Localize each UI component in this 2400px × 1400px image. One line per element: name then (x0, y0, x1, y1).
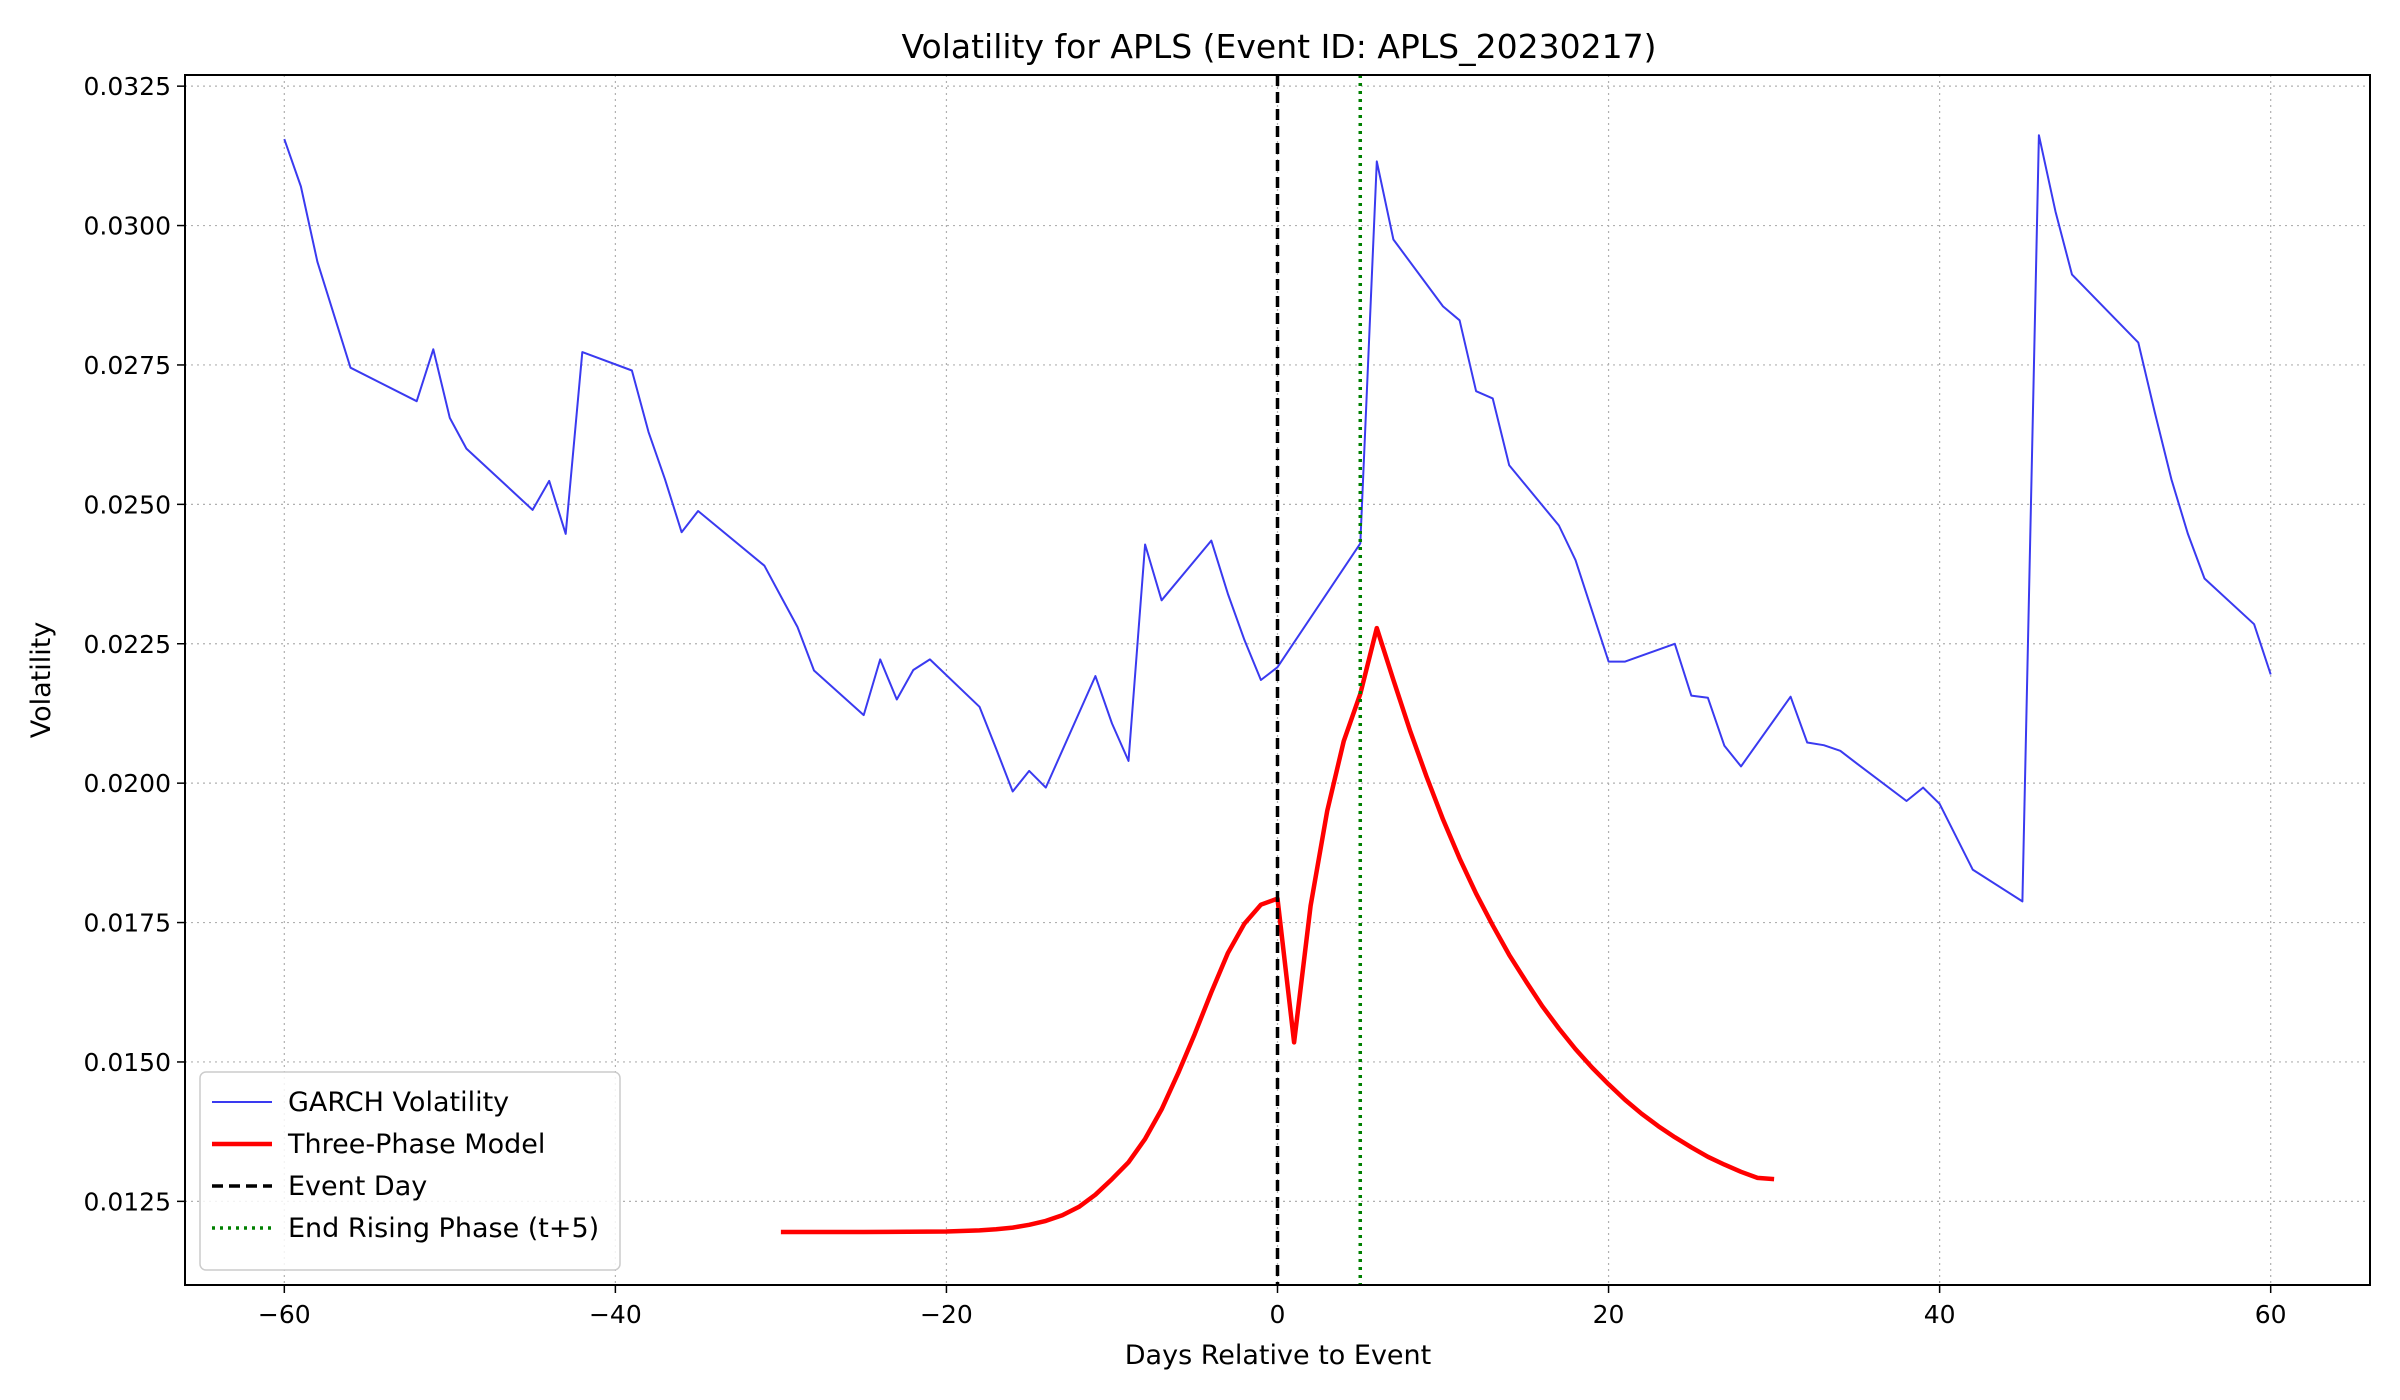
y-tick-label: 0.0300 (84, 212, 171, 241)
y-tick-label: 0.0125 (84, 1187, 171, 1216)
y-tick-label: 0.0200 (84, 769, 171, 798)
legend-label: Three-Phase Model (287, 1129, 545, 1160)
y-tick-label: 0.0150 (84, 1048, 171, 1077)
y-tick-label: 0.0250 (84, 490, 171, 519)
plot-lines (283, 75, 2272, 1285)
x-tick-label: 20 (1593, 1300, 1625, 1329)
y-tick-label: 0.0225 (84, 630, 171, 659)
series-line-1 (780, 625, 1775, 1235)
x-tick-label: 60 (2255, 1300, 2287, 1329)
x-tick-label: −20 (920, 1300, 973, 1329)
legend-label: GARCH Volatility (288, 1087, 509, 1118)
chart-title: Volatility for APLS (Event ID: APLS_2023… (902, 27, 1657, 66)
legend-label: Event Day (288, 1171, 427, 1202)
y-axis-label: Volatility (26, 622, 57, 739)
y-tick-label: 0.0325 (84, 72, 171, 101)
x-tick-label: 0 (1270, 1300, 1286, 1329)
x-tick-label: 40 (1924, 1300, 1956, 1329)
x-tick-label: −60 (258, 1300, 311, 1329)
legend: GARCH Volatility Three-Phase Model Event D… (199, 1071, 621, 1271)
x-axis-ticks: −60 −40 −20 0 20 40 60 (258, 1285, 2287, 1329)
x-axis-label: Days Relative to Event (1125, 1340, 1431, 1371)
legend-box (199, 1071, 621, 1271)
y-axis-ticks: 0.0125 0.0150 0.0175 0.0200 0.0225 0.0250 0.02… (84, 72, 185, 1216)
x-tick-label: −40 (589, 1300, 642, 1329)
legend-label: End Rising Phase (t+5) (288, 1213, 599, 1244)
series-line-0 (283, 134, 2272, 903)
y-tick-label: 0.0175 (84, 909, 171, 938)
y-tick-label: 0.0275 (84, 351, 171, 380)
